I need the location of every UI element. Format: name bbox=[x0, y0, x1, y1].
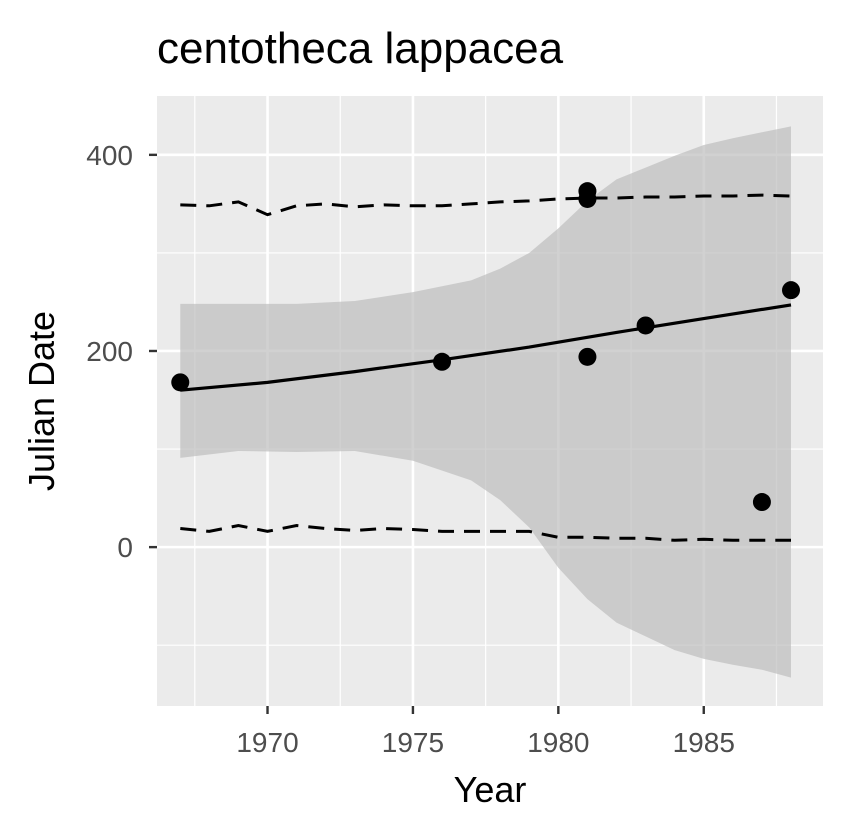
confidence-band bbox=[180, 126, 792, 678]
data-point bbox=[578, 347, 597, 366]
axis-ticks bbox=[149, 153, 705, 714]
x-tick-labels: 1970 1975 1980 1985 bbox=[236, 727, 735, 758]
trend-line bbox=[180, 303, 792, 392]
data-point bbox=[636, 316, 655, 335]
chart-title: centotheca lappacea bbox=[157, 24, 564, 73]
y-tick-labels: 0 200 400 bbox=[86, 140, 133, 563]
data-points-layer bbox=[171, 182, 801, 512]
data-point bbox=[171, 373, 190, 392]
y-axis-title: Julian Date bbox=[21, 311, 62, 491]
data-point bbox=[752, 493, 771, 512]
x-tick-label: 1975 bbox=[382, 727, 444, 758]
x-tick-label: 1985 bbox=[673, 727, 735, 758]
trend-line-layer bbox=[180, 303, 792, 392]
confidence-band-layer bbox=[180, 126, 792, 678]
upper-quantile-line bbox=[180, 193, 792, 217]
y-tick-label: 200 bbox=[86, 336, 133, 367]
x-axis-title: Year bbox=[454, 769, 527, 810]
y-tick-label: 0 bbox=[117, 532, 133, 563]
data-point bbox=[782, 281, 801, 300]
y-tick-label: 400 bbox=[86, 140, 133, 171]
x-tick-label: 1980 bbox=[527, 727, 589, 758]
x-tick-label: 1970 bbox=[236, 727, 298, 758]
data-point bbox=[433, 352, 452, 371]
data-point bbox=[578, 189, 597, 208]
quantile-lines-layer bbox=[180, 193, 792, 542]
